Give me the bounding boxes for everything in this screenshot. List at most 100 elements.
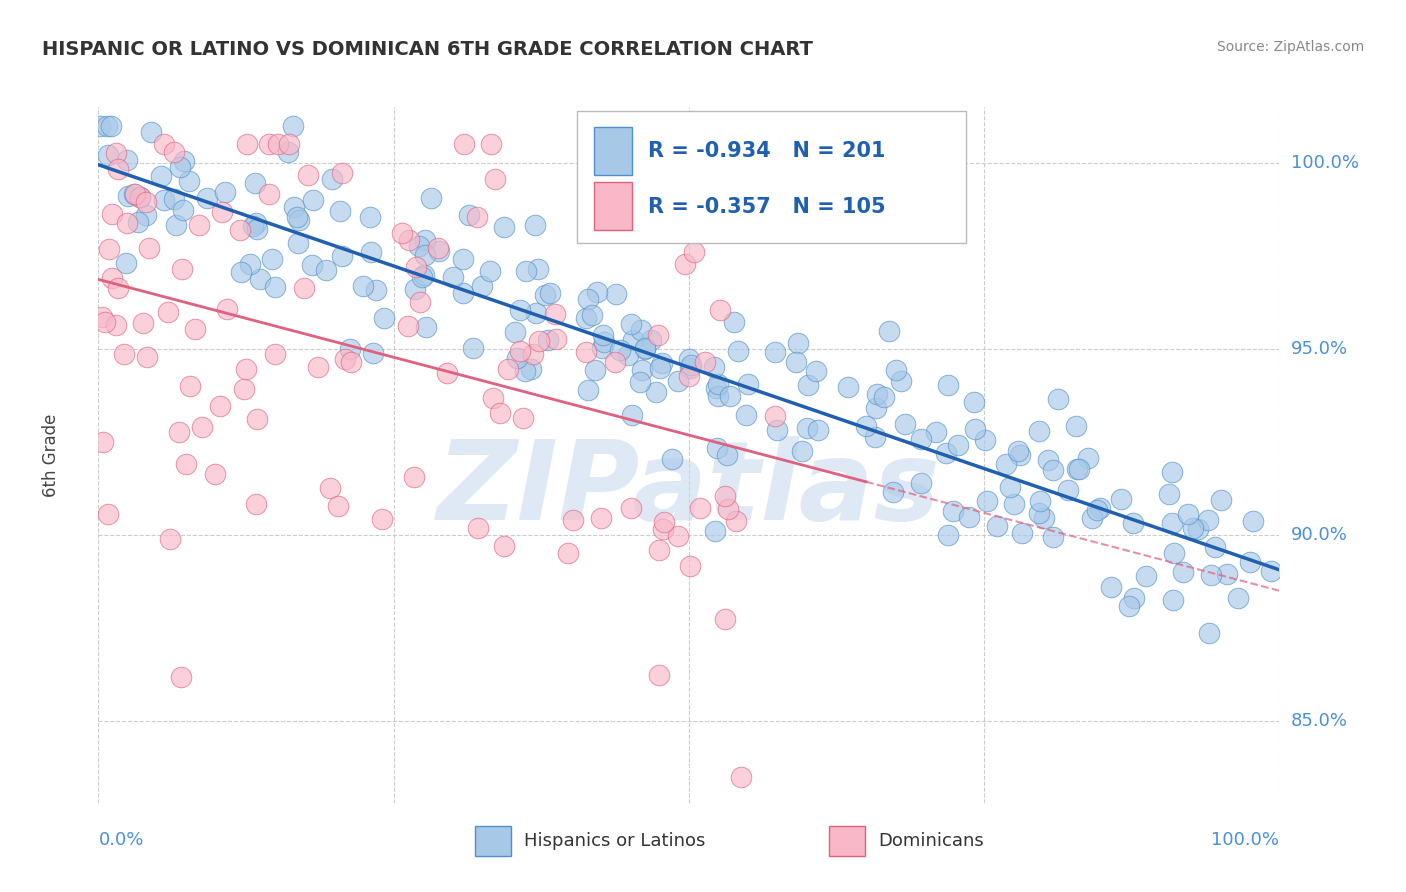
Point — [1161, 516, 1184, 530]
Point — [681, 358, 703, 372]
Point — [128, 189, 150, 203]
Point — [557, 546, 579, 560]
Text: 0.0%: 0.0% — [98, 830, 143, 848]
Point — [494, 219, 516, 234]
Point — [89, 119, 111, 133]
Point — [138, 241, 160, 255]
Point — [621, 409, 644, 423]
Point — [188, 218, 211, 232]
Point — [616, 348, 638, 362]
Point — [806, 364, 828, 378]
Point — [1122, 591, 1144, 605]
Point — [246, 222, 269, 236]
Point — [1187, 523, 1209, 537]
Point — [297, 168, 319, 182]
Point — [634, 341, 657, 355]
Point — [359, 211, 381, 225]
Point — [478, 264, 501, 278]
Point — [307, 360, 329, 375]
Point — [766, 423, 789, 437]
Point — [281, 119, 304, 133]
Point — [481, 391, 503, 405]
Point — [132, 317, 155, 331]
Point — [661, 452, 683, 467]
Point — [509, 303, 531, 318]
Point — [716, 448, 738, 462]
Point — [562, 513, 585, 527]
Point — [1007, 444, 1029, 458]
Point — [998, 480, 1021, 494]
Point — [630, 323, 652, 337]
Point — [654, 515, 676, 529]
Point — [574, 345, 596, 359]
Point — [264, 347, 287, 361]
Point — [451, 285, 474, 300]
Point — [100, 271, 122, 285]
Text: Dominicans: Dominicans — [877, 832, 984, 850]
Point — [1198, 625, 1220, 640]
Point — [169, 160, 191, 174]
Point — [245, 216, 267, 230]
Point — [882, 484, 904, 499]
Point — [172, 261, 194, 276]
FancyBboxPatch shape — [595, 127, 633, 175]
Point — [995, 457, 1018, 471]
Point — [157, 304, 180, 318]
Point — [152, 137, 174, 152]
Point — [319, 482, 342, 496]
Point — [730, 770, 752, 784]
Point — [599, 185, 621, 199]
FancyBboxPatch shape — [475, 827, 510, 855]
Point — [321, 171, 343, 186]
Point — [177, 174, 200, 188]
Point — [957, 510, 980, 524]
Point — [1227, 591, 1250, 605]
Point — [519, 361, 541, 376]
Point — [467, 521, 489, 535]
Point — [790, 444, 813, 458]
Point — [204, 467, 226, 482]
Point — [1199, 567, 1222, 582]
Point — [1239, 555, 1261, 569]
Point — [197, 191, 219, 205]
Point — [506, 351, 529, 366]
Point — [257, 137, 280, 152]
Point — [527, 262, 550, 277]
Point — [512, 410, 534, 425]
Point — [326, 499, 349, 513]
Point — [100, 119, 122, 133]
Point — [689, 500, 711, 515]
Point — [544, 332, 567, 346]
Point — [544, 307, 567, 321]
Point — [405, 260, 427, 275]
Point — [242, 219, 264, 233]
Point — [683, 244, 706, 259]
Point — [648, 543, 671, 558]
Point — [704, 524, 727, 538]
Point — [1081, 511, 1104, 525]
Point — [262, 252, 284, 266]
Point — [277, 145, 299, 159]
Point — [179, 379, 201, 393]
Point — [135, 194, 157, 209]
Point — [1122, 516, 1144, 530]
Point — [508, 344, 530, 359]
Point — [717, 501, 740, 516]
Point — [678, 368, 700, 383]
Point — [727, 344, 749, 359]
Point — [115, 153, 138, 168]
Point — [1028, 506, 1050, 520]
Text: 90.0%: 90.0% — [1291, 526, 1347, 544]
Point — [339, 355, 361, 369]
Point — [239, 257, 262, 271]
Point — [1163, 546, 1185, 560]
Point — [352, 279, 374, 293]
Point — [1028, 494, 1050, 508]
Point — [666, 374, 689, 388]
Point — [124, 187, 146, 202]
Point — [578, 383, 600, 397]
Point — [301, 258, 323, 272]
Point — [436, 366, 458, 380]
Point — [159, 532, 181, 546]
Point — [1066, 462, 1088, 476]
